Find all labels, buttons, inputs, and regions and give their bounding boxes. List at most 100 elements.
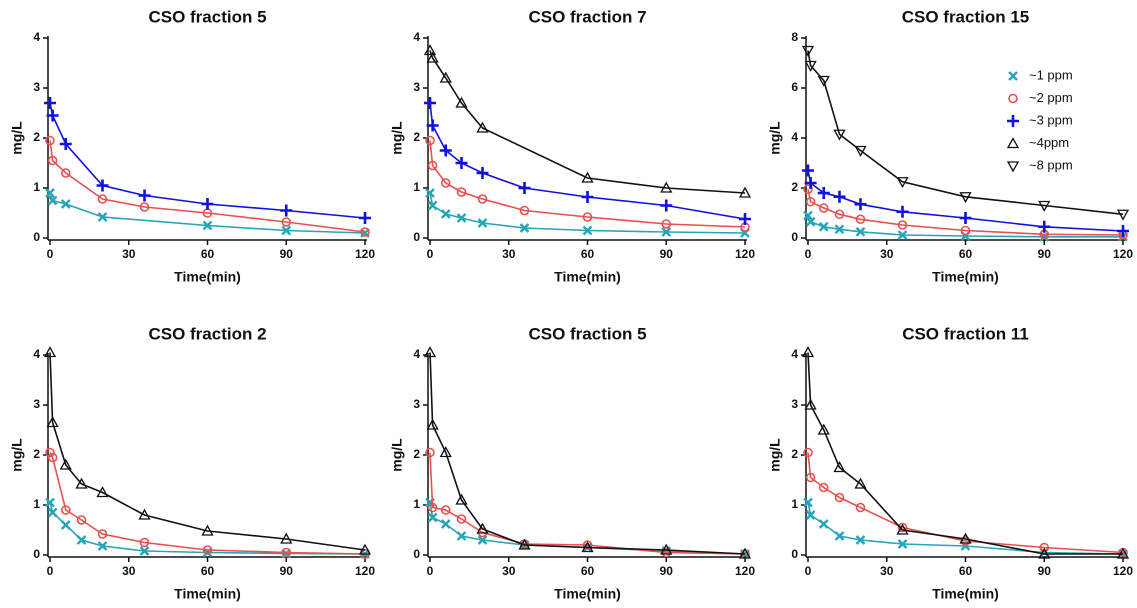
y-tick-label: 0 bbox=[791, 230, 798, 244]
x-tick-label: 90 bbox=[1038, 564, 1052, 578]
fit-line bbox=[49, 102, 366, 219]
marker-circle bbox=[1039, 542, 1050, 553]
panel: CSO fraction 15 Time(min) mg/L 0 2 4 6 8 0 30 60 90… bbox=[767, 7, 1134, 284]
y-tick-label: 4 bbox=[413, 30, 420, 44]
marker-circle bbox=[960, 225, 971, 236]
marker-cross bbox=[805, 510, 816, 520]
marker-circle bbox=[139, 202, 150, 212]
panel-title: CSO fraction 5 bbox=[148, 7, 266, 26]
marker-cross bbox=[818, 221, 829, 232]
marker-plus bbox=[802, 164, 814, 177]
marker-circle bbox=[834, 492, 845, 503]
x-tick-label: 60 bbox=[201, 247, 215, 261]
fit-line bbox=[49, 352, 366, 551]
fit-line bbox=[429, 140, 746, 228]
marker-triangle bbox=[455, 96, 468, 108]
marker-circle bbox=[360, 227, 370, 237]
marker-circle bbox=[818, 203, 829, 213]
marker-cross bbox=[477, 218, 488, 228]
x-tick-label: 30 bbox=[880, 247, 894, 261]
marker-plus bbox=[359, 212, 371, 224]
marker-cross bbox=[425, 188, 435, 198]
x-axis-label: Time(min) bbox=[554, 269, 621, 285]
marker-cross bbox=[440, 519, 451, 529]
fit-line bbox=[49, 452, 366, 555]
x-tick-label: 60 bbox=[959, 564, 973, 578]
y-tick-label: 2 bbox=[413, 447, 420, 461]
y-axis-label: mg/L bbox=[389, 438, 405, 472]
fit-line bbox=[807, 352, 1123, 555]
marker-cross bbox=[456, 213, 467, 223]
fit-line bbox=[429, 352, 746, 555]
marker-plus bbox=[201, 198, 214, 210]
panel-title: CSO fraction 5 bbox=[528, 324, 646, 343]
marker-plus bbox=[455, 157, 468, 169]
marker-cross bbox=[47, 195, 58, 206]
marker-circle bbox=[582, 540, 593, 550]
marker-cross bbox=[897, 230, 908, 240]
marker-triangle-down bbox=[833, 129, 846, 141]
marker-plus bbox=[476, 167, 489, 179]
marker-cross bbox=[60, 199, 71, 209]
marker-cross bbox=[582, 225, 593, 236]
marker-circle bbox=[97, 529, 108, 539]
marker-cross bbox=[818, 519, 829, 529]
marker-circle bbox=[855, 502, 866, 513]
marker-cross bbox=[45, 188, 55, 198]
marker-triangle bbox=[439, 446, 452, 458]
marker-circle bbox=[818, 482, 829, 493]
marker-circle bbox=[582, 212, 593, 222]
marker-cross bbox=[281, 225, 292, 236]
y-axis-label: mg/L bbox=[767, 121, 783, 155]
x-axis-label: Time(min) bbox=[174, 269, 241, 285]
marker-circle bbox=[456, 514, 467, 524]
marker-triangle bbox=[804, 398, 817, 410]
x-tick-label: 30 bbox=[502, 564, 516, 578]
x-tick-label: 30 bbox=[502, 247, 516, 261]
marker-circle bbox=[855, 214, 866, 225]
marker-plus bbox=[44, 97, 56, 109]
y-axis-label: mg/L bbox=[767, 438, 783, 472]
marker-cross bbox=[855, 226, 866, 237]
legend-label: ~8 ppm bbox=[1029, 157, 1073, 172]
marker-triangle bbox=[423, 44, 437, 56]
marker-triangle bbox=[1116, 547, 1130, 559]
x-tick-label: 120 bbox=[355, 564, 375, 578]
marker-circle bbox=[477, 194, 488, 204]
marker-cross bbox=[202, 220, 213, 231]
marker-triangle bbox=[518, 538, 531, 550]
marker-triangle bbox=[426, 51, 439, 63]
panel: CSO fraction 2 Time(min) mg/L 0 1 2 3 4 0 30 60 90 1… bbox=[9, 324, 376, 601]
x-tick-label: 30 bbox=[122, 564, 136, 578]
panel-title: CSO fraction 2 bbox=[148, 324, 266, 343]
x-tick-label: 120 bbox=[1113, 564, 1133, 578]
marker-plus bbox=[817, 187, 830, 199]
marker-cross bbox=[60, 520, 71, 530]
marker-circle bbox=[803, 184, 813, 195]
marker-cross bbox=[1008, 71, 1018, 81]
legend-label: ~1 ppm bbox=[1029, 67, 1073, 82]
panel: CSO fraction 5 Time(min) mg/L 0 1 2 3 4 0 30 60 90 1… bbox=[389, 324, 756, 601]
marker-triangle bbox=[439, 71, 452, 83]
marker-cross bbox=[139, 546, 150, 556]
panel-title: CSO fraction 15 bbox=[902, 7, 1030, 26]
x-tick-label: 60 bbox=[581, 564, 595, 578]
marker-circle bbox=[425, 447, 435, 458]
marker-circle bbox=[803, 447, 813, 458]
marker-triangle-down bbox=[804, 60, 817, 72]
marker-plus bbox=[46, 109, 59, 122]
marker-triangle bbox=[476, 121, 489, 133]
x-tick-label: 60 bbox=[581, 247, 595, 261]
marker-cross bbox=[427, 512, 438, 523]
marker-triangle bbox=[43, 346, 57, 358]
marker-triangle bbox=[833, 461, 846, 473]
marker-triangle-down bbox=[1116, 209, 1130, 221]
fit-line bbox=[807, 189, 1124, 236]
marker-plus bbox=[1007, 115, 1019, 127]
marker-cross bbox=[456, 531, 467, 541]
y-tick-label: 4 bbox=[413, 347, 420, 361]
y-tick-label: 0 bbox=[413, 230, 420, 244]
fit-line bbox=[429, 50, 746, 194]
marker-triangle bbox=[75, 477, 88, 489]
marker-triangle bbox=[358, 543, 372, 555]
